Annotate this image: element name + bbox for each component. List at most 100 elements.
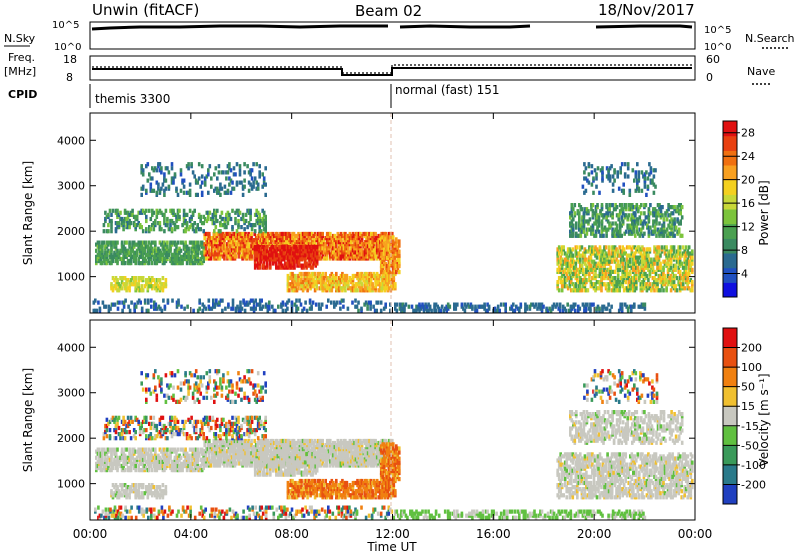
power-cell xyxy=(141,208,145,213)
power-cell xyxy=(631,203,634,208)
power-cell xyxy=(258,249,261,254)
power-cell xyxy=(649,225,652,230)
power-cell xyxy=(105,244,109,249)
power-cell xyxy=(392,255,395,260)
power-cell xyxy=(271,231,275,237)
power-cell xyxy=(665,261,668,266)
power-cell xyxy=(277,304,280,309)
power-cell xyxy=(381,231,385,237)
power-cell xyxy=(562,245,565,250)
power-cell xyxy=(218,250,222,255)
power-cell xyxy=(421,302,424,307)
power-cell xyxy=(300,247,304,252)
power-cell xyxy=(606,211,610,216)
power-colorbar-tick-label: 24 xyxy=(741,150,755,163)
power-cell xyxy=(676,205,679,210)
power-cell xyxy=(369,306,372,311)
power-cell xyxy=(262,255,266,260)
power-cell xyxy=(638,227,642,232)
power-cell xyxy=(113,284,116,289)
power-cell xyxy=(154,218,157,224)
power-cell xyxy=(654,284,658,289)
power-cell xyxy=(350,286,353,291)
power-cell xyxy=(673,227,676,232)
power-cell xyxy=(418,302,421,307)
power-cell xyxy=(132,256,136,262)
power-cell xyxy=(668,263,671,268)
power-cell xyxy=(319,238,323,243)
power-cell xyxy=(151,246,154,251)
power-cell xyxy=(252,184,255,189)
power-cell xyxy=(184,227,187,232)
power-cell xyxy=(632,284,635,289)
power-cell xyxy=(266,308,270,313)
power-cell xyxy=(167,170,171,175)
power-cell xyxy=(151,223,154,228)
power-cell xyxy=(590,203,593,208)
power-cell xyxy=(161,276,165,281)
power-cell xyxy=(101,300,105,305)
power-cell xyxy=(425,308,429,313)
power-cell xyxy=(114,286,118,291)
power-cell xyxy=(626,166,630,171)
power-cell xyxy=(446,302,450,307)
power-cell xyxy=(238,236,241,241)
power-cell xyxy=(193,254,196,259)
power-cell xyxy=(232,166,236,171)
power-cell xyxy=(247,208,251,213)
power-cell xyxy=(119,216,122,222)
power-cell xyxy=(605,229,608,234)
power-cell xyxy=(614,207,617,212)
power-cell xyxy=(222,170,225,175)
power-cell xyxy=(661,223,664,228)
power-cell xyxy=(394,282,397,287)
power-cell xyxy=(540,302,544,307)
power-cell xyxy=(175,214,178,219)
power-cell xyxy=(595,247,599,252)
power-cell xyxy=(327,231,331,237)
power-cell xyxy=(250,231,253,237)
power-cell xyxy=(184,240,187,245)
power-cell xyxy=(249,182,252,187)
power-cell xyxy=(596,213,599,218)
power-cell xyxy=(158,286,162,291)
power-cell xyxy=(173,240,177,245)
power-cell xyxy=(680,205,684,210)
power-cell xyxy=(258,298,262,303)
power-cell xyxy=(674,225,678,230)
power-cell xyxy=(179,240,183,245)
power-cell xyxy=(200,190,204,195)
power-cell xyxy=(154,286,157,291)
power-cell xyxy=(636,162,639,167)
power-cell xyxy=(306,249,310,254)
power-cell xyxy=(573,284,576,289)
power-cell xyxy=(203,216,207,222)
power-cell xyxy=(203,250,206,255)
power-cell xyxy=(123,282,127,287)
power-cell xyxy=(320,302,324,307)
power-cell xyxy=(266,249,269,254)
power-cell xyxy=(176,248,180,253)
power-cell xyxy=(642,267,646,272)
power-cell xyxy=(122,221,125,226)
power-cell xyxy=(568,276,572,281)
power-cell xyxy=(375,271,379,277)
power-cell xyxy=(119,284,122,289)
power-cell xyxy=(551,304,554,309)
power-cell xyxy=(388,278,391,283)
power-cell xyxy=(214,240,217,245)
power-cell xyxy=(295,288,299,293)
power-cell xyxy=(372,304,375,309)
power-cell xyxy=(384,261,387,267)
power-cell xyxy=(591,267,594,272)
power-cell xyxy=(158,208,162,213)
power-cell xyxy=(387,268,391,273)
power-cell xyxy=(642,278,646,283)
power-cell xyxy=(565,271,568,277)
power-cell xyxy=(277,242,281,247)
power-cell xyxy=(161,252,165,257)
power-cell xyxy=(545,306,548,311)
power-cell xyxy=(375,248,379,253)
power-cell xyxy=(691,261,694,266)
